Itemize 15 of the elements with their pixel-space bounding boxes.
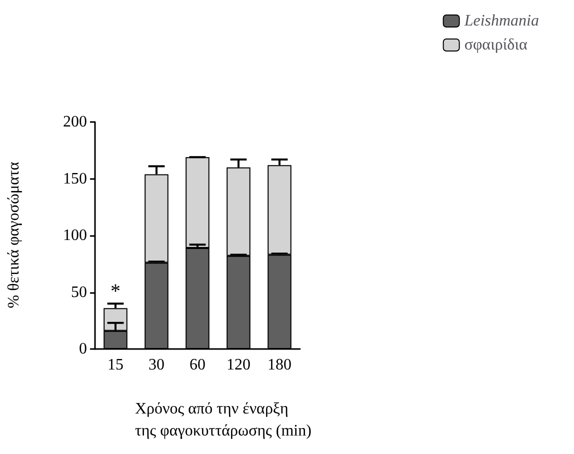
y-tick-label: 50 xyxy=(71,284,87,301)
y-axis-title: % θετικά φαγοσώματα xyxy=(6,161,22,308)
y-tick-label: 150 xyxy=(63,170,87,188)
annotation: * xyxy=(110,280,120,302)
x-tick-label: 120 xyxy=(226,356,250,374)
y-tick-label: 0 xyxy=(79,340,87,358)
x-tick-label: 180 xyxy=(268,356,292,374)
y-tick-label: 200 xyxy=(63,114,87,130)
x-tick-label: 30 xyxy=(148,356,164,374)
x-tick-label: 15 xyxy=(108,356,124,374)
legend-label: σφαιρίδια xyxy=(464,36,528,54)
x-tick-label: 60 xyxy=(190,356,206,374)
legend-label: Leishmania xyxy=(463,12,539,30)
y-tick-label: 100 xyxy=(63,227,87,244)
x-axis-title: Χρόνος από την έναρξη της φαγοκυττάρωσης (min) xyxy=(135,400,312,440)
